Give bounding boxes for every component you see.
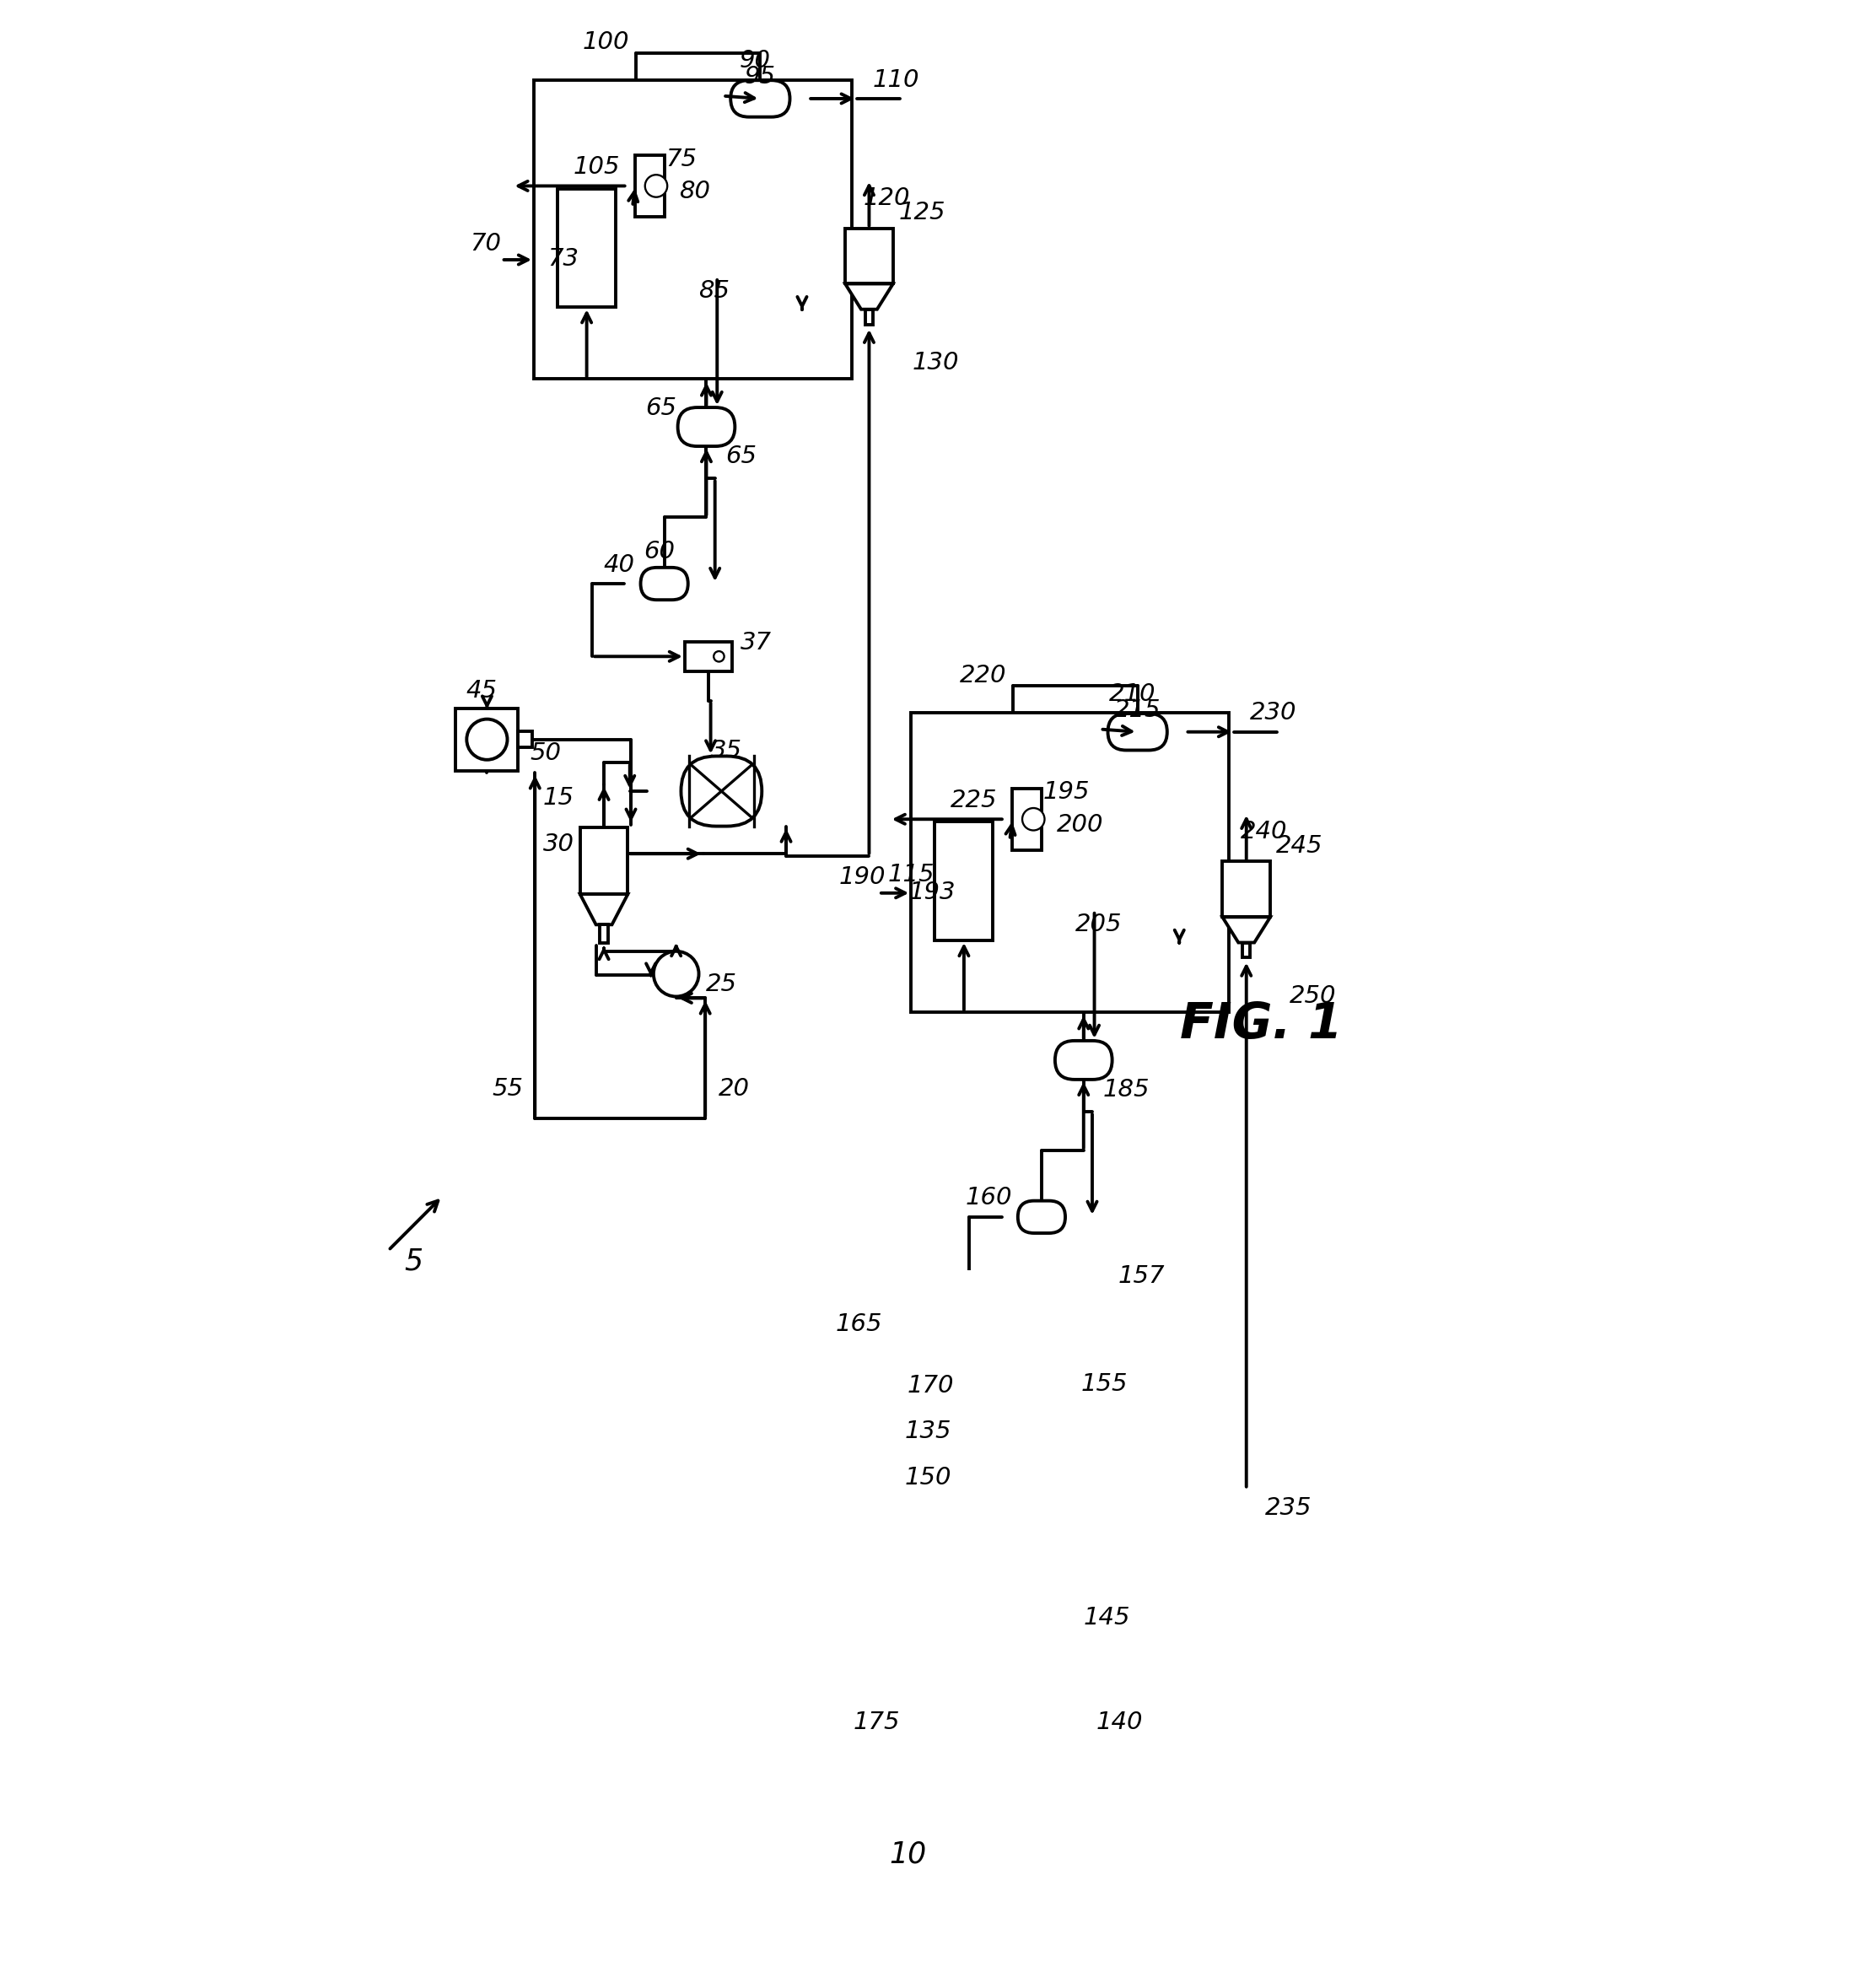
Polygon shape — [845, 284, 893, 310]
Text: FIG. 1: FIG. 1 — [1180, 1000, 1343, 1048]
Bar — [636, 155, 665, 217]
Text: 100: 100 — [582, 30, 630, 54]
Bar — [456, 708, 519, 771]
Circle shape — [467, 720, 508, 759]
Text: 105: 105 — [573, 155, 621, 179]
Text: 215: 215 — [1114, 698, 1160, 722]
Text: 120: 120 — [863, 187, 910, 211]
Bar — [912, 714, 1229, 1012]
Polygon shape — [580, 895, 628, 924]
Text: 10: 10 — [889, 1839, 926, 1869]
Text: 165: 165 — [836, 1312, 882, 1336]
Text: 230: 230 — [1251, 702, 1297, 726]
FancyBboxPatch shape — [1108, 714, 1167, 749]
FancyBboxPatch shape — [678, 408, 736, 445]
Text: 155: 155 — [1080, 1372, 1127, 1396]
Bar — [834, 1342, 895, 1404]
Text: 145: 145 — [1082, 1606, 1130, 1630]
Text: 160: 160 — [965, 1187, 1012, 1211]
Bar — [686, 642, 732, 672]
FancyBboxPatch shape — [641, 567, 687, 600]
Text: 40: 40 — [604, 553, 636, 577]
Bar — [1012, 787, 1041, 851]
Polygon shape — [958, 1527, 1004, 1559]
Bar — [936, 821, 993, 940]
Text: 95: 95 — [745, 66, 776, 89]
Text: 220: 220 — [960, 664, 1006, 688]
Text: 65: 65 — [725, 445, 756, 469]
Text: 225: 225 — [951, 789, 997, 813]
Text: 240: 240 — [1242, 819, 1288, 843]
Text: 185: 185 — [1103, 1077, 1149, 1101]
FancyBboxPatch shape — [682, 755, 762, 827]
Text: 210: 210 — [1108, 682, 1156, 706]
Bar — [845, 229, 893, 284]
Bar — [865, 310, 873, 324]
Text: 205: 205 — [1075, 912, 1123, 936]
Text: 130: 130 — [912, 350, 960, 374]
Circle shape — [713, 652, 725, 662]
Text: 85: 85 — [699, 278, 730, 302]
Text: 37: 37 — [741, 630, 773, 654]
Text: 135: 135 — [904, 1419, 952, 1443]
Bar — [580, 827, 628, 895]
Text: 245: 245 — [1277, 835, 1323, 859]
Text: 115: 115 — [888, 863, 934, 887]
Bar — [558, 189, 615, 308]
Text: 200: 200 — [1056, 813, 1104, 837]
Text: 60: 60 — [643, 539, 674, 563]
Text: 15: 15 — [543, 785, 574, 809]
Text: 35: 35 — [712, 740, 743, 763]
Circle shape — [654, 950, 699, 996]
Bar — [600, 924, 608, 942]
Bar — [1062, 1274, 1110, 1304]
Text: 195: 195 — [1043, 781, 1090, 803]
Text: 235: 235 — [1266, 1497, 1312, 1519]
Text: 170: 170 — [908, 1374, 954, 1398]
Bar — [958, 1461, 1004, 1527]
Text: 175: 175 — [854, 1710, 901, 1734]
Circle shape — [645, 175, 667, 197]
Text: 157: 157 — [1117, 1264, 1166, 1288]
Text: 110: 110 — [873, 68, 919, 91]
FancyBboxPatch shape — [1054, 1040, 1112, 1079]
Text: 45: 45 — [465, 680, 497, 702]
Text: 250: 250 — [1290, 984, 1336, 1008]
Text: 20: 20 — [719, 1077, 750, 1101]
Text: 150: 150 — [904, 1465, 952, 1489]
Bar — [519, 732, 532, 747]
Text: 30: 30 — [543, 833, 574, 857]
Text: 55: 55 — [491, 1077, 523, 1101]
FancyBboxPatch shape — [1058, 1390, 1140, 1459]
Text: 190: 190 — [839, 865, 886, 889]
Text: 193: 193 — [910, 881, 956, 905]
Polygon shape — [1223, 916, 1271, 942]
Bar — [1223, 861, 1271, 916]
Text: 70: 70 — [471, 233, 500, 254]
Circle shape — [1091, 1284, 1101, 1294]
Bar — [534, 80, 852, 380]
Circle shape — [1030, 1584, 1077, 1630]
Bar — [977, 1559, 986, 1576]
Text: 65: 65 — [645, 396, 676, 419]
Circle shape — [1023, 807, 1045, 831]
Circle shape — [843, 1352, 884, 1394]
Text: 90: 90 — [739, 50, 771, 74]
Text: 73: 73 — [547, 247, 578, 270]
Text: 80: 80 — [680, 179, 710, 203]
Text: 125: 125 — [899, 201, 945, 225]
Text: 5: 5 — [404, 1246, 422, 1276]
Bar — [895, 1366, 910, 1380]
Text: 75: 75 — [665, 147, 697, 171]
Text: 50: 50 — [530, 742, 561, 765]
Text: 25: 25 — [706, 972, 737, 996]
Text: 140: 140 — [1095, 1710, 1143, 1734]
FancyBboxPatch shape — [1017, 1201, 1065, 1233]
FancyBboxPatch shape — [730, 80, 789, 117]
Bar — [1242, 942, 1251, 958]
